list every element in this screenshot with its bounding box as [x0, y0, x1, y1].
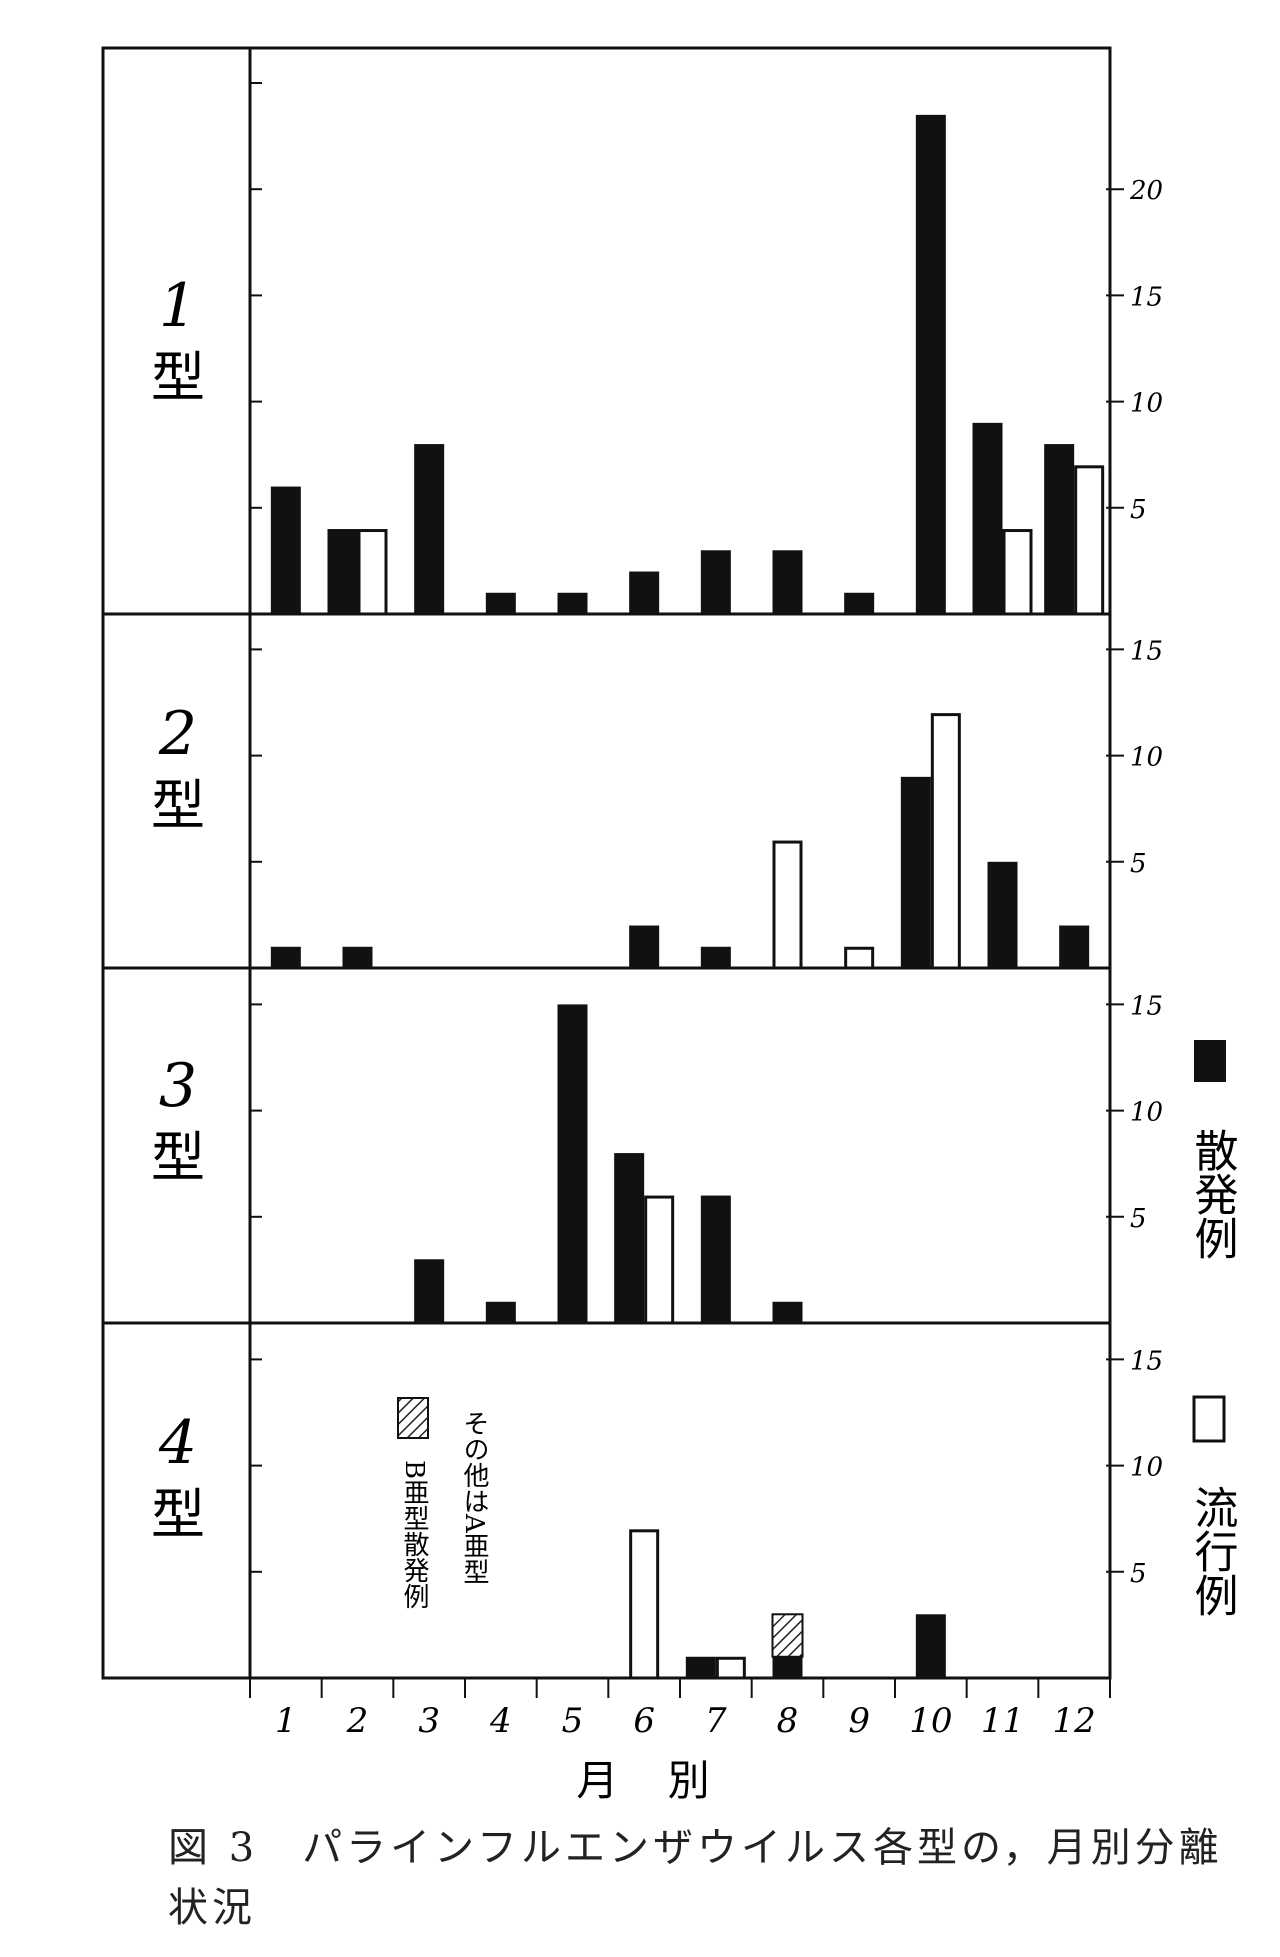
- y-tick-label: 15: [1130, 282, 1163, 312]
- bar-sporadic-7: [700, 946, 731, 968]
- hatched-swatch-label: B亜型散発例: [399, 1460, 429, 1609]
- bar-sporadic-12: [1044, 444, 1075, 614]
- y-tick-label: 15: [1130, 991, 1163, 1021]
- x-axis-title: 月 別: [576, 1756, 727, 1805]
- bar-epidemic-8: [772, 840, 803, 970]
- bar-sporadic-10: [915, 114, 946, 615]
- bar-epidemic-7: [715, 1656, 746, 1680]
- panel-label-number: 3: [159, 1051, 197, 1121]
- panel-label-type: 型: [151, 774, 205, 837]
- legend-sporadic-swatch: [1194, 1040, 1226, 1082]
- bar-epidemic-6: [644, 1195, 675, 1325]
- panel-label-number: 2: [158, 699, 197, 769]
- bar-sporadic-7: [700, 1195, 731, 1323]
- figure-caption: 図 3 パラインフルエンザウイルス各型の，月別分離状況: [168, 1825, 1223, 1931]
- panel-label-number: 4: [158, 1408, 197, 1478]
- hatched-swatch: [397, 1397, 429, 1439]
- x-tick-label: 2: [346, 1701, 369, 1741]
- y-tick-label: 15: [1130, 636, 1163, 666]
- x-tick-label: 1: [275, 1701, 297, 1741]
- bar-sporadic-1: [270, 486, 301, 614]
- subtype-annotation: B亜型散発例 その他はA亜型: [397, 1397, 489, 1609]
- y-tick-label: 5: [1130, 495, 1147, 525]
- bar-sporadic-2: [342, 946, 373, 968]
- bar-sporadic-7: [685, 1656, 716, 1678]
- bar-sporadic-2: [327, 529, 358, 614]
- bar-epidemic-10: [930, 713, 961, 970]
- bar-sporadic-4: [485, 1301, 516, 1323]
- bar-sporadic-7: [700, 550, 731, 614]
- x-tick-label: 12: [1053, 1701, 1096, 1741]
- bar-sporadic-6: [629, 571, 660, 614]
- panel-label-type: 型: [151, 1483, 205, 1546]
- y-tick-label: 15: [1130, 1346, 1163, 1376]
- bar-epidemic-2: [357, 529, 388, 616]
- panel-label-type: 型: [151, 1126, 205, 1189]
- bar-sporadic-11: [972, 422, 1003, 614]
- bar-sporadic-6: [629, 925, 660, 968]
- bar-sporadic-10: [900, 776, 931, 968]
- x-tick-label: 11: [981, 1701, 1024, 1741]
- y-tick-label: 20: [1129, 176, 1163, 206]
- x-tick-label: 6: [633, 1701, 655, 1741]
- bar-sporadic-9: [844, 592, 875, 614]
- bar-sporadic-8: [772, 550, 803, 614]
- bar-sporadic-11: [987, 861, 1018, 968]
- panel-4: 4型 5 10 15: [103, 1323, 1163, 1680]
- panel-3: 3型 5 10 15: [103, 968, 1163, 1325]
- y-tick-label: 5: [1130, 1204, 1147, 1234]
- bar-sporadic-3: [414, 444, 445, 614]
- legend-sporadic-label: 散発例: [1187, 1128, 1238, 1260]
- legend-epidemic-label: 流行例: [1187, 1485, 1238, 1617]
- x-tick-label: 3: [418, 1701, 440, 1741]
- bar-sporadic-10: [915, 1614, 946, 1678]
- bar-sporadic-5: [557, 1004, 588, 1323]
- bar-sporadic-5: [557, 592, 588, 614]
- x-tick-label: 8: [777, 1701, 799, 1741]
- x-tick-label: 10: [909, 1701, 952, 1741]
- panel-2: 2型 5 10 15: [103, 614, 1163, 970]
- legend-epidemic-swatch: [1192, 1395, 1226, 1443]
- bar-sporadic-6: [614, 1153, 645, 1323]
- bar-sporadic-8: [772, 1656, 803, 1678]
- y-tick-label: 10: [1130, 1098, 1163, 1128]
- x-tick-label: 4: [489, 1701, 512, 1741]
- y-tick-label: 10: [1130, 389, 1163, 419]
- bar-epidemic-6: [629, 1529, 660, 1680]
- x-axis: 1 2 3 4 5 6 7 8 9 10 11 12: [249, 1678, 1111, 1741]
- bar-sporadic-4: [485, 592, 516, 614]
- y-tick-label: 10: [1130, 743, 1163, 773]
- bar-sporadic-3: [414, 1259, 445, 1323]
- bar-sporadic-8: [772, 1301, 803, 1323]
- panel-label-number: 1: [159, 271, 197, 341]
- bar-sporadic-1: [270, 946, 301, 968]
- panel-label-type: 型: [151, 346, 205, 409]
- bar-epidemic-9: [844, 946, 875, 970]
- bar-epidemic-12: [1074, 465, 1105, 616]
- y-tick-label: 5: [1130, 849, 1147, 879]
- bar-sporadic-12: [1059, 925, 1090, 968]
- x-tick-label: 5: [562, 1701, 584, 1741]
- legend: 散発例 流行例: [1187, 1040, 1238, 1617]
- y-tick-label: 5: [1130, 1559, 1147, 1589]
- bar-epidemic-11: [1002, 529, 1033, 616]
- other-subtype-note: その他はA亜型: [459, 1410, 489, 1585]
- bar-subtype-b-8: [771, 1613, 804, 1658]
- y-tick-label: 10: [1130, 1453, 1163, 1483]
- x-tick-label: 7: [705, 1701, 727, 1741]
- x-tick-label: 9: [848, 1701, 870, 1741]
- panel-1: 1型 5 10 15 20: [103, 48, 1163, 616]
